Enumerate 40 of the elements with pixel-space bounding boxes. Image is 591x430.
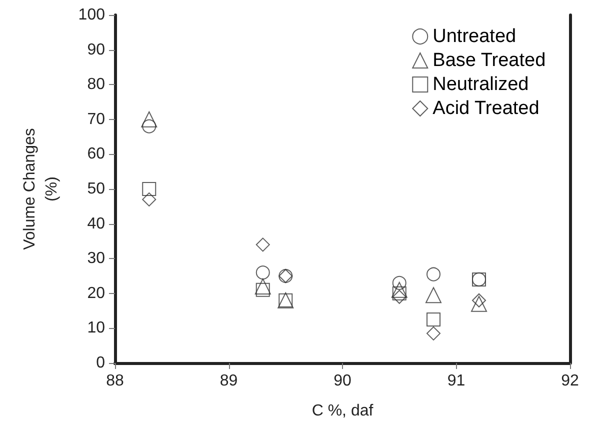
- point: [142, 182, 156, 196]
- point: [426, 287, 442, 304]
- y-tick-label: 90: [87, 41, 106, 58]
- point: [142, 192, 156, 206]
- point: [426, 267, 440, 282]
- point: [426, 326, 440, 340]
- x-tick-label: 92: [561, 372, 579, 390]
- point: [254, 278, 271, 294]
- legend-label: Neutralized: [432, 74, 529, 95]
- point: [471, 296, 487, 312]
- y-tick-label: 100: [78, 6, 106, 24]
- y-tick-label: 40: [87, 215, 106, 232]
- x-tick-label: 88: [106, 372, 124, 390]
- y-tick-label: 60: [87, 146, 106, 163]
- point: [141, 111, 158, 128]
- y-tick-label: 30: [87, 250, 106, 268]
- point: [256, 238, 270, 252]
- point: [391, 282, 408, 298]
- legend-label: Base Treated: [432, 50, 546, 71]
- legend-label: Acid Treated: [432, 98, 540, 119]
- point: [392, 290, 406, 304]
- point: [426, 312, 440, 326]
- y-tick-label: 0: [96, 354, 106, 372]
- point: [256, 266, 270, 280]
- x-axis-title: C %, daf: [312, 402, 374, 420]
- y-tick-label: 70: [87, 110, 106, 128]
- x-tick-label: 91: [447, 372, 466, 390]
- point: [392, 276, 406, 290]
- y-tick-label: 10: [87, 320, 106, 337]
- y-tick-label: 80: [87, 76, 106, 94]
- y-tick-label: 20: [87, 284, 106, 302]
- point: [142, 119, 156, 134]
- y-tick-label: 50: [87, 180, 106, 198]
- y-axis-title: Volume Changes (%): [22, 128, 60, 250]
- x-tick-label: 90: [334, 372, 352, 390]
- point: [256, 282, 270, 297]
- point: [472, 293, 486, 308]
- legend-label: Untreated: [432, 26, 516, 47]
- point: [392, 286, 406, 300]
- x-tick-label: 89: [220, 372, 238, 390]
